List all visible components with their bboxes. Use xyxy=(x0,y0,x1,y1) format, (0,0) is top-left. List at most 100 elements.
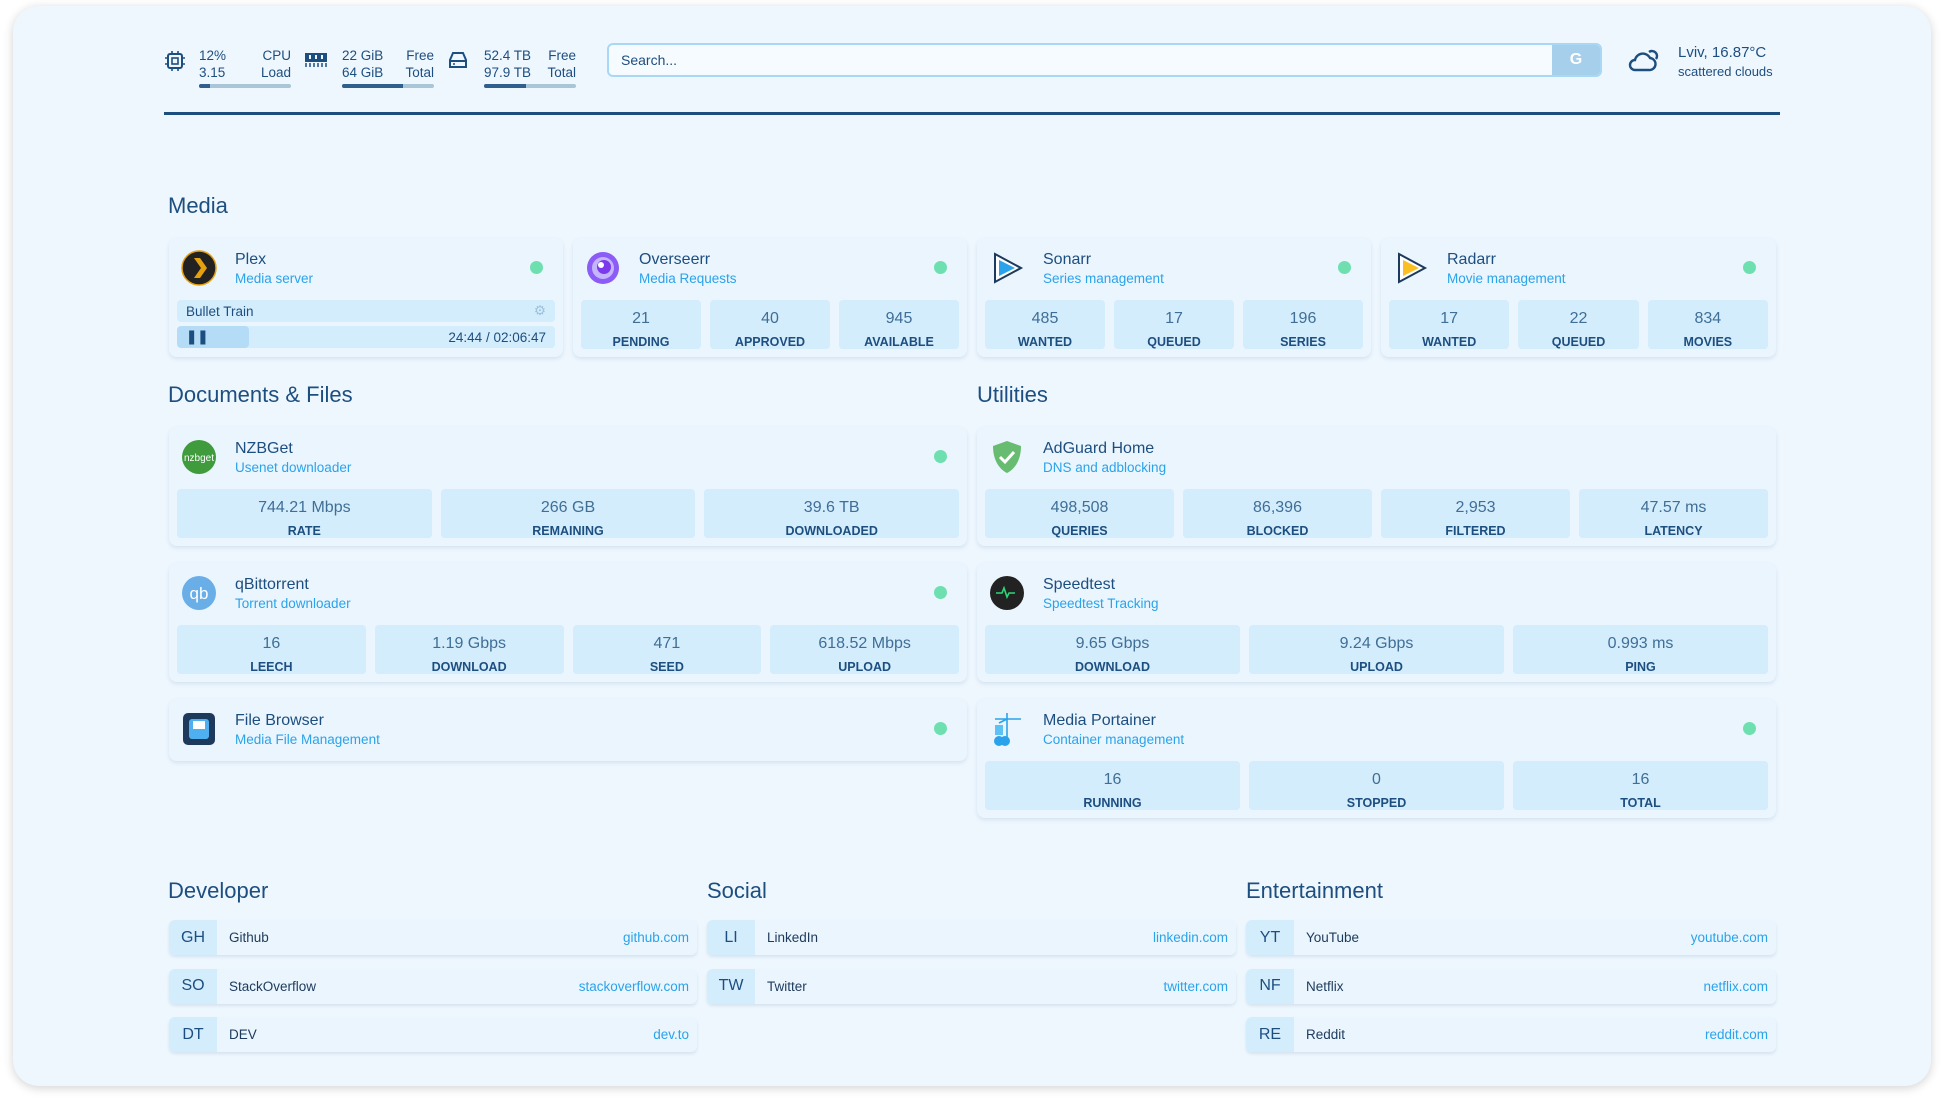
bookmark-url[interactable]: stackoverflow.com xyxy=(578,978,689,994)
stat-label: APPROVED xyxy=(710,330,830,349)
stat-label: UPLOAD xyxy=(1249,655,1504,674)
stat-label: WANTED xyxy=(1389,330,1510,349)
search-box: G xyxy=(607,43,1602,77)
search-input[interactable] xyxy=(609,52,1552,68)
service-title: Radarr xyxy=(1447,251,1496,268)
stat-label: MOVIES xyxy=(1647,330,1768,349)
cpu-label: CPU xyxy=(262,48,291,63)
search-provider-button[interactable]: G xyxy=(1552,45,1600,75)
overseerr-icon xyxy=(587,252,619,284)
stat-value: 16 xyxy=(985,766,1240,789)
bookmark-url[interactable]: dev.to xyxy=(653,1027,689,1042)
stat-block: 834 MOVIES xyxy=(1647,300,1768,349)
memory-bar xyxy=(342,84,434,88)
bookmark-name: LinkedIn xyxy=(767,930,819,945)
stat-label: RATE xyxy=(177,519,432,538)
now-playing: Bullet Train ⚙ xyxy=(177,300,555,322)
service-card-filebrowser[interactable]: File Browser Media File Management xyxy=(169,699,967,761)
service-card-nzbget[interactable]: nzbget NZBGet Usenet downloader 744.21 M… xyxy=(169,427,967,546)
playback-progress[interactable]: ❚❚ 24:44 / 02:06:47 xyxy=(177,326,555,348)
stat-block: 47.57 ms LATENCY xyxy=(1579,489,1768,538)
stat-block: 618.52 Mbps UPLOAD xyxy=(770,625,959,674)
status-dot xyxy=(934,586,947,599)
stat-value: 834 xyxy=(1647,305,1768,328)
bookmark-netflix[interactable]: NF Netflix netflix.com xyxy=(1246,968,1776,1004)
status-dot xyxy=(530,261,543,274)
service-card-speedtest[interactable]: Speedtest Speedtest Tracking 9.65 Gbps DO… xyxy=(977,563,1776,682)
section-media: Media xyxy=(168,193,228,218)
service-subtitle: Torrent downloader xyxy=(235,596,351,611)
weather-location: Lviv, 16.87°C xyxy=(1678,44,1767,61)
memory-free-value: 22 GiB xyxy=(342,48,384,63)
stat-block: 744.21 Mbps RATE xyxy=(177,489,432,538)
service-subtitle: Series management xyxy=(1043,271,1164,286)
bookmark-abbr: DT xyxy=(169,1017,217,1052)
stat-value: 0.993 ms xyxy=(1513,630,1768,653)
bookmark-youtube[interactable]: YT YouTube youtube.com xyxy=(1246,920,1776,955)
stat-value: 266 GB xyxy=(440,494,696,517)
pause-icon[interactable]: ❚❚ xyxy=(186,329,209,344)
memory-total-label: Total xyxy=(405,65,434,80)
service-subtitle: Usenet downloader xyxy=(235,460,352,475)
plex-icon xyxy=(181,250,217,286)
bookmark-linkedin[interactable]: LI LinkedIn linkedin.com xyxy=(707,920,1236,955)
stat-value: 39.6 TB xyxy=(704,494,960,517)
stat-value: 471 xyxy=(572,630,762,653)
service-subtitle: Movie management xyxy=(1447,271,1566,286)
stat-label: QUEUED xyxy=(1114,330,1234,349)
portainer-icon xyxy=(994,713,1021,746)
section-utilities: Utilities xyxy=(977,382,1048,407)
section-documents: Documents & Files xyxy=(168,382,353,407)
dashboard-frame xyxy=(13,6,1931,1086)
stat-block: 0.993 ms PING xyxy=(1513,625,1768,674)
service-card-qbittorrent[interactable]: qb qBittorrent Torrent downloader 16 LEEC… xyxy=(169,563,967,682)
disk-widget: 52.4 TB Free 97.9 TB Total xyxy=(484,47,576,88)
stat-block: 40 APPROVED xyxy=(710,300,830,349)
service-subtitle: Container management xyxy=(1043,732,1185,747)
settings-icon: ⚙ xyxy=(533,303,546,318)
service-card-portainer[interactable]: Media Portainer Container management 16 R… xyxy=(977,699,1776,818)
status-dot xyxy=(934,722,947,735)
bookmark-abbr: GH xyxy=(169,920,217,955)
stat-value: 0 xyxy=(1249,766,1504,789)
bookmark-url[interactable]: github.com xyxy=(622,930,689,945)
status-dot xyxy=(1743,722,1756,735)
stat-block: 0 STOPPED xyxy=(1249,761,1504,810)
service-card-plex[interactable]: Plex Media server Bullet Train ⚙ ❚❚ 24:44… xyxy=(169,238,563,357)
bookmark-abbr: LI xyxy=(707,920,755,955)
bookmark-dev[interactable]: DT DEV dev.to xyxy=(169,1017,697,1052)
bookmark-name: StackOverflow xyxy=(229,978,317,994)
bookmark-url[interactable]: twitter.com xyxy=(1163,978,1228,994)
service-card-radarr[interactable]: Radarr Movie management 17 WANTED 22 QUEUED… xyxy=(1381,238,1776,357)
bookmark-stackoverflow[interactable]: SO StackOverflow stackoverflow.com xyxy=(169,968,697,1004)
stat-block: 196 SERIES xyxy=(1243,300,1363,349)
stat-value: 9.65 Gbps xyxy=(985,630,1240,653)
bookmark-url[interactable]: youtube.com xyxy=(1690,930,1768,945)
service-title: Plex xyxy=(235,251,267,268)
bookmark-url[interactable]: reddit.com xyxy=(1704,1027,1768,1042)
stat-value: 22 xyxy=(1518,305,1639,328)
service-card-sonarr[interactable]: Sonarr Series management 485 WANTED 17 QUEU… xyxy=(977,238,1371,357)
cloud-icon xyxy=(1628,49,1659,72)
stat-value: 86,396 xyxy=(1183,494,1372,517)
bookmark-reddit[interactable]: RE Reddit reddit.com xyxy=(1246,1017,1776,1052)
stat-label: SEED xyxy=(572,655,762,674)
stat-block: 498,508 QUERIES xyxy=(985,489,1174,538)
status-dot xyxy=(934,261,947,274)
svg-text:qb: qb xyxy=(190,584,209,603)
stat-block: 2,953 FILTERED xyxy=(1381,489,1570,538)
bookmark-abbr: SO xyxy=(169,968,217,1004)
stat-value: 17 xyxy=(1114,305,1234,328)
bookmark-url[interactable]: linkedin.com xyxy=(1152,930,1228,945)
stat-block: 17 WANTED xyxy=(1389,300,1510,349)
bookmark-github[interactable]: GH Github github.com xyxy=(169,920,697,955)
stat-value: 2,953 xyxy=(1381,494,1570,517)
disk-free-label: Free xyxy=(548,48,576,63)
bookmark-twitter[interactable]: TW Twitter twitter.com xyxy=(707,968,1236,1004)
bookmark-url[interactable]: netflix.com xyxy=(1703,978,1768,994)
service-card-adguard[interactable]: AdGuard Home DNS and adblocking 498,508 Q… xyxy=(977,427,1776,546)
service-card-overseerr[interactable]: Overseerr Media Requests 21 PENDING 40 APPR… xyxy=(573,238,967,357)
stat-value: 47.57 ms xyxy=(1579,494,1768,517)
stat-label: STOPPED xyxy=(1249,791,1504,810)
disk-bar xyxy=(484,84,576,88)
